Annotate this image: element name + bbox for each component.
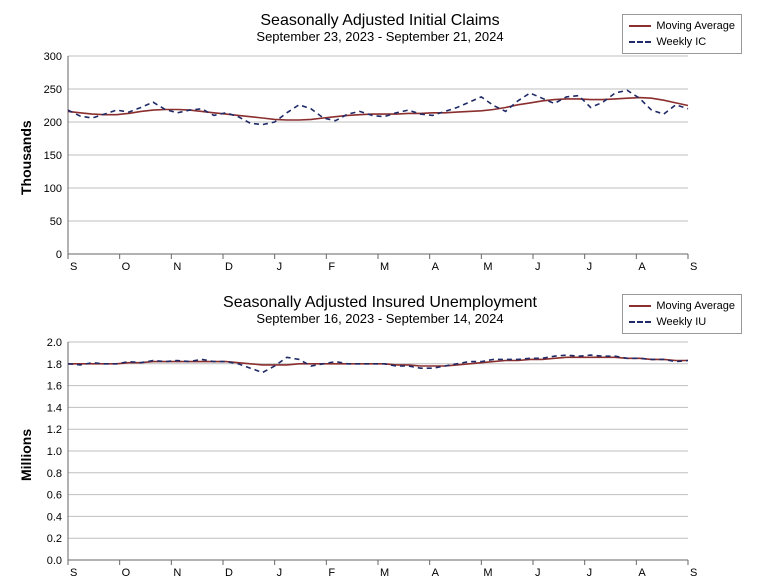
y-tick-label: 0.6	[47, 490, 62, 502]
y-tick-label: 1.4	[47, 402, 62, 414]
x-tick-label: D	[225, 567, 233, 579]
x-tick-label: D	[225, 261, 233, 273]
y-tick-label: 1.6	[47, 381, 62, 393]
y-tick-label: 200	[44, 117, 62, 129]
x-tick-label: J	[535, 261, 541, 273]
y-tick-label: 300	[44, 51, 62, 63]
x-tick-label: S	[70, 261, 77, 273]
y-tick-label: 1.2	[47, 424, 62, 436]
chart-plot-area: 0 50 100 150 200 250 300 S O N D J F M A M J J A S	[0, 6, 748, 280]
x-tick-label: A	[432, 261, 440, 273]
x-tick-label: N	[173, 567, 181, 579]
x-tick-label: M	[380, 261, 389, 273]
x-tick-label: S	[690, 567, 697, 579]
y-tick-label: 1.0	[47, 446, 62, 458]
chart-plot-area: 0.0 0.2 0.4 0.6 0.8 1.0 1.2 1.4 1.6 1.8 2.0 S O N D J F M…	[0, 292, 748, 586]
x-tick-label: N	[173, 261, 181, 273]
series-weekly	[68, 90, 688, 124]
y-tick-label: 50	[50, 216, 62, 228]
y-tick-label: 100	[44, 183, 62, 195]
x-tick-label: A	[432, 567, 440, 579]
x-tick-label: J	[277, 567, 283, 579]
x-tick-label: F	[328, 567, 335, 579]
x-tick-label: A	[638, 261, 646, 273]
y-tick-label: 1.8	[47, 359, 62, 371]
y-tick-label: 0.0	[47, 555, 62, 567]
x-tick-label: O	[122, 261, 131, 273]
x-tick-label: S	[70, 567, 77, 579]
x-tick-label: F	[328, 261, 335, 273]
insured-unemployment-chart: Seasonally Adjusted Insured Unemployment…	[0, 292, 760, 584]
x-tick-label: M	[380, 567, 389, 579]
x-tick-label: O	[122, 567, 131, 579]
x-tick-label: J	[535, 567, 541, 579]
y-tick-label: 0	[56, 249, 62, 261]
y-tick-label: 0.2	[47, 533, 62, 545]
x-tick-label: M	[483, 261, 492, 273]
y-tick-label: 2.0	[47, 337, 62, 349]
y-tick-label: 0.4	[47, 511, 62, 523]
y-tick-label: 150	[44, 150, 62, 162]
y-tick-label: 250	[44, 84, 62, 96]
x-tick-label: J	[277, 261, 283, 273]
x-tick-label: J	[587, 567, 593, 579]
y-tick-label: 0.8	[47, 468, 62, 480]
x-tick-label: J	[587, 261, 593, 273]
x-tick-label: A	[638, 567, 646, 579]
page: Seasonally Adjusted Initial Claims Septe…	[0, 0, 760, 587]
x-tick-label: M	[483, 567, 492, 579]
x-tick-label: S	[690, 261, 697, 273]
initial-claims-chart: Seasonally Adjusted Initial Claims Septe…	[0, 6, 760, 286]
